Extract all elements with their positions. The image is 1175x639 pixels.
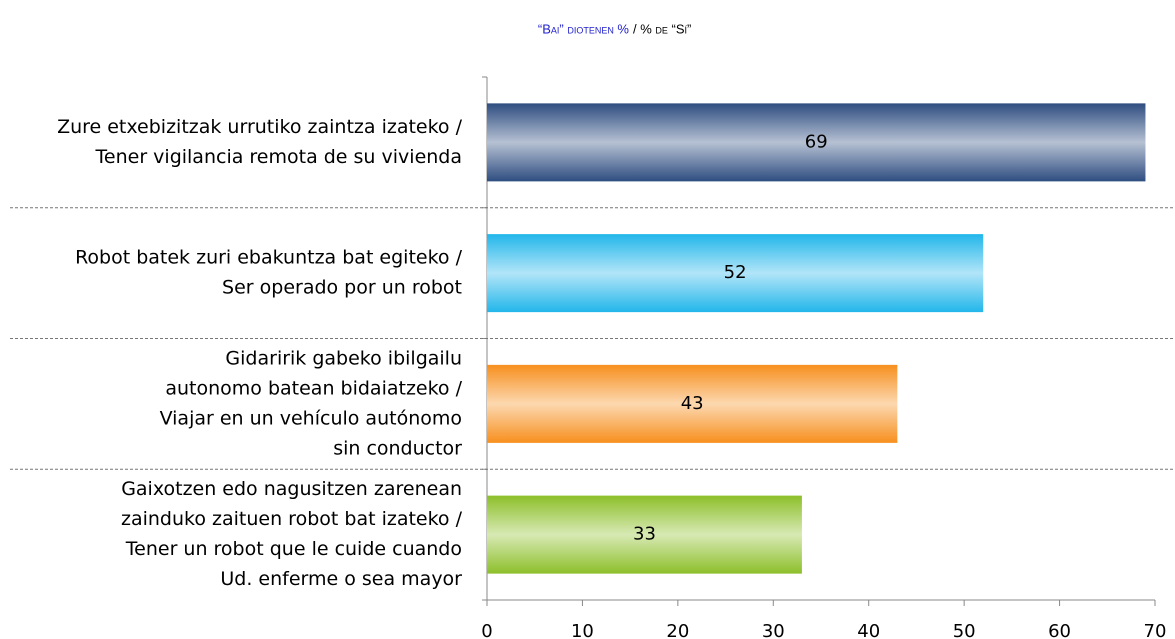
chart-title: “Bai” diotenen % [538, 21, 630, 36]
category-label: sin conductor [333, 437, 462, 459]
category-label: Ser operado por un robot [222, 277, 462, 299]
category-label: zainduko zaituen robot bat izateko / [121, 508, 463, 530]
category-label: Gaixotzen edo nagusitzen zarenean [121, 478, 462, 500]
category-label: Gidaririk gabeko ibilgailu [225, 347, 462, 369]
x-tick-label: 10 [571, 621, 594, 639]
bar [487, 234, 984, 313]
category-label: Tener un robot que le cuide cuando [125, 538, 462, 560]
x-tick-label: 70 [1144, 621, 1167, 639]
value-label: 52 [724, 262, 747, 283]
value-label: 43 [681, 393, 704, 414]
category-label: Robot batek zuri ebakuntza bat egiteko / [75, 247, 463, 269]
category-label: Viajar en un vehículo autónomo [160, 407, 462, 429]
x-tick-label: 30 [762, 621, 785, 639]
bar [487, 495, 802, 574]
x-tick-label: 20 [666, 621, 689, 639]
category-label: Zure etxebizitzak urrutiko zaintza izate… [57, 116, 463, 138]
x-tick-label: 40 [857, 621, 880, 639]
bar [487, 103, 1146, 182]
x-tick-label: 60 [1048, 621, 1071, 639]
category-label: Ud. enferme o sea mayor [220, 568, 462, 590]
category-label: autonomo batean bidaiatzeko / [165, 377, 462, 399]
category-label: Tener vigilancia remota de su vivienda [95, 146, 462, 168]
value-label: 33 [633, 524, 656, 545]
x-tick-label: 0 [481, 621, 492, 639]
value-label: 69 [805, 131, 828, 152]
chart-title-es: / % de “Sí” [633, 21, 691, 36]
x-tick-label: 50 [953, 621, 976, 639]
bar [487, 364, 898, 443]
